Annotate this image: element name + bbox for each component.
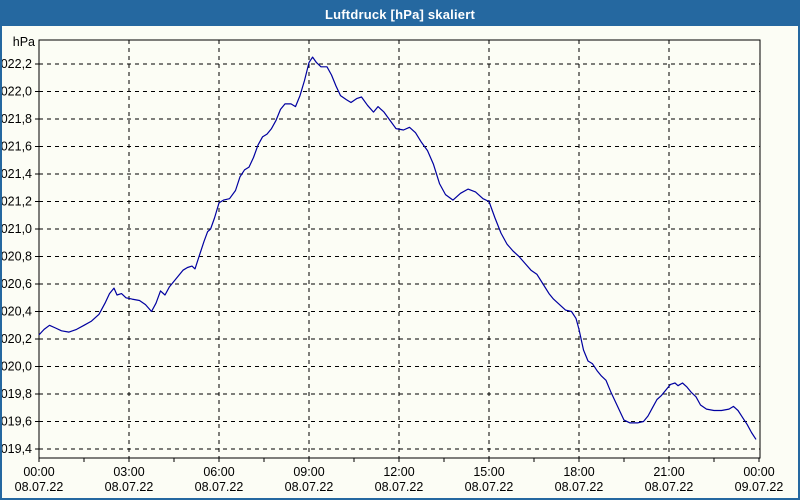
x-tick-date-label: 08.07.22 [375,480,424,494]
x-tick-time-label: 06:00 [203,465,234,479]
pressure-series-line [38,56,757,440]
window-title: Luftdruck [hPa] skaliert [325,6,475,22]
y-tick-label: 1020,8 [2,250,32,264]
y-tick-label: 1021,0 [2,222,32,236]
y-tick-label: 1022,2 [2,57,32,71]
x-tick-date-label: 08.07.22 [645,480,694,494]
x-tick-time-label: 18:00 [563,465,594,479]
y-tick-label: 1022,0 [2,85,32,99]
x-tick-date-label: 08.07.22 [195,480,244,494]
plot-frame [38,39,761,459]
x-tick-time-label: 00:00 [743,465,774,479]
y-tick-label: 1021,2 [2,195,32,209]
y-tick-label: 1019,8 [2,387,32,401]
x-tick-date-label: 08.07.22 [465,480,514,494]
x-tick-date-label: 09.07.22 [735,480,784,494]
x-tick-time-label: 09:00 [293,465,324,479]
x-tick-time-label: 21:00 [653,465,684,479]
x-tick-date-label: 08.07.22 [105,480,154,494]
y-tick-label: 1020,2 [2,332,32,346]
y-tick-label: 1019,4 [2,442,32,456]
x-tick-time-label: 00:00 [23,465,54,479]
x-tick-time-label: 12:00 [383,465,414,479]
pressure-line-chart: 1022,2 1022,0 1021,8 1021,6 1021,4 1021,2 1021… [2,35,784,494]
y-axis-unit-label: hPa [13,35,35,49]
x-tick-time-label: 15:00 [473,465,504,479]
y-tick-label: 1020,0 [2,360,32,374]
x-tick-date-label: 08.07.22 [285,480,334,494]
window-titlebar: Luftdruck [hPa] skaliert [2,2,798,26]
y-tick-label: 1021,8 [2,112,32,126]
y-tick-label: 1021,4 [2,167,32,181]
y-tick-label: 1021,6 [2,140,32,154]
x-tick-time-label: 03:00 [113,465,144,479]
chart-container: 1022,2 1022,0 1021,8 1021,6 1021,4 1021,2 1021… [2,26,798,498]
x-tick-date-label: 08.07.22 [555,480,604,494]
y-tick-label: 1019,6 [2,415,32,429]
y-tick-label: 1020,6 [2,277,32,291]
x-tick-date-label: 08.07.22 [15,480,64,494]
y-tick-label: 1020,4 [2,305,32,319]
